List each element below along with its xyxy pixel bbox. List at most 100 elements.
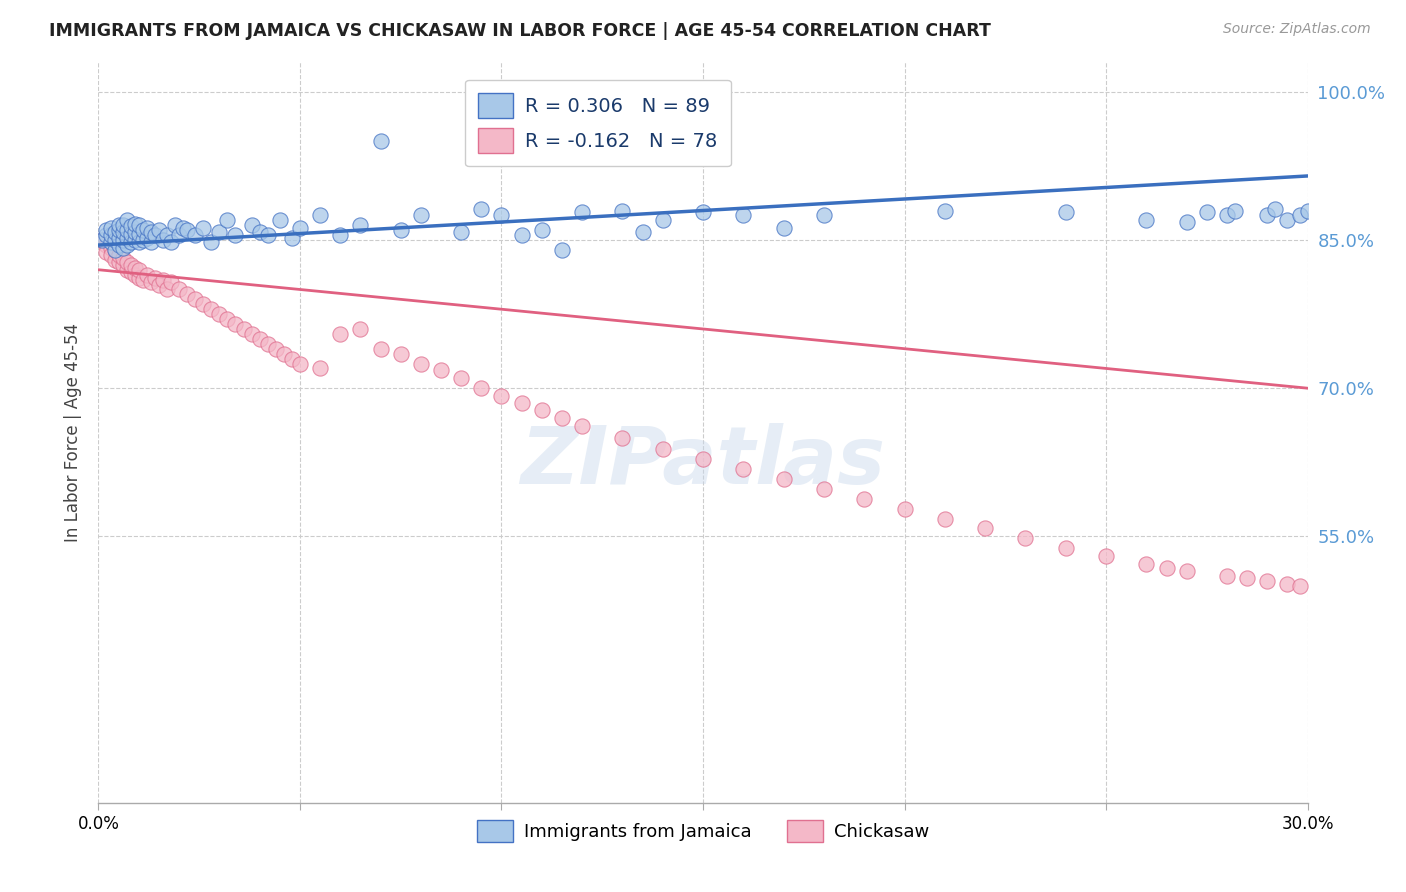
- Point: [450, 225, 472, 239]
- Point: [96, 228, 118, 243]
- Point: [184, 228, 207, 243]
- Point: [96, 244, 118, 259]
- Point: [111, 225, 134, 239]
- Point: [551, 243, 574, 257]
- Point: [135, 221, 157, 235]
- Point: [217, 213, 239, 227]
- Point: [281, 231, 304, 245]
- Point: [349, 219, 371, 233]
- Point: [1175, 215, 1198, 229]
- Point: [160, 275, 183, 289]
- Point: [240, 219, 263, 233]
- Point: [530, 403, 553, 417]
- Point: [249, 332, 271, 346]
- Point: [120, 235, 142, 249]
- Point: [389, 346, 412, 360]
- Point: [167, 228, 190, 243]
- Point: [1288, 579, 1310, 593]
- Point: [1296, 203, 1319, 218]
- Point: [115, 262, 138, 277]
- Point: [309, 209, 332, 223]
- Point: [152, 272, 174, 286]
- Point: [172, 221, 194, 235]
- Point: [273, 346, 295, 360]
- Point: [132, 223, 155, 237]
- Point: [148, 223, 170, 237]
- Point: [1223, 203, 1246, 218]
- Point: [120, 227, 142, 242]
- Point: [1156, 561, 1178, 575]
- Point: [124, 225, 146, 239]
- Point: [96, 223, 118, 237]
- Point: [692, 452, 714, 467]
- Point: [103, 243, 125, 257]
- Point: [733, 462, 755, 476]
- Point: [103, 243, 125, 257]
- Point: [100, 221, 122, 235]
- Point: [100, 241, 122, 255]
- Point: [1277, 576, 1299, 591]
- Point: [1095, 549, 1118, 563]
- Point: [288, 221, 311, 235]
- Point: [1216, 568, 1239, 582]
- Point: [107, 231, 129, 245]
- Point: [1135, 213, 1157, 227]
- Point: [120, 258, 142, 272]
- Point: [491, 209, 513, 223]
- Point: [111, 233, 134, 247]
- Point: [853, 491, 876, 506]
- Point: [1277, 213, 1299, 227]
- Point: [193, 297, 215, 311]
- Point: [163, 219, 186, 233]
- Point: [349, 322, 371, 336]
- Point: [143, 270, 166, 285]
- Point: [100, 228, 122, 243]
- Point: [124, 233, 146, 247]
- Point: [135, 231, 157, 245]
- Point: [160, 235, 183, 249]
- Point: [128, 235, 150, 249]
- Point: [156, 283, 179, 297]
- Point: [510, 228, 533, 243]
- Point: [651, 213, 673, 227]
- Point: [143, 228, 166, 243]
- Point: [571, 205, 593, 219]
- Point: [124, 260, 146, 275]
- Point: [934, 511, 956, 525]
- Point: [1014, 531, 1036, 545]
- Point: [409, 357, 432, 371]
- Point: [1054, 205, 1077, 219]
- Point: [111, 251, 134, 265]
- Point: [100, 235, 122, 249]
- Point: [152, 233, 174, 247]
- Point: [288, 357, 311, 371]
- Point: [217, 312, 239, 326]
- Point: [1288, 209, 1310, 223]
- Point: [120, 219, 142, 234]
- Point: [132, 233, 155, 247]
- Point: [491, 389, 513, 403]
- Point: [1264, 202, 1286, 216]
- Point: [124, 268, 146, 282]
- Text: Source: ZipAtlas.com: Source: ZipAtlas.com: [1223, 22, 1371, 37]
- Point: [240, 326, 263, 341]
- Point: [128, 219, 150, 233]
- Point: [1216, 209, 1239, 223]
- Point: [510, 396, 533, 410]
- Point: [249, 225, 271, 239]
- Point: [934, 203, 956, 218]
- Point: [208, 225, 231, 239]
- Point: [139, 235, 162, 249]
- Text: ZIPatlas: ZIPatlas: [520, 423, 886, 501]
- Point: [893, 501, 915, 516]
- Point: [1256, 209, 1278, 223]
- Point: [551, 410, 574, 425]
- Point: [111, 219, 134, 233]
- Point: [470, 381, 492, 395]
- Point: [470, 202, 492, 216]
- Point: [96, 238, 118, 252]
- Point: [176, 223, 198, 237]
- Y-axis label: In Labor Force | Age 45-54: In Labor Force | Age 45-54: [63, 323, 82, 542]
- Point: [612, 203, 634, 218]
- Point: [309, 361, 332, 376]
